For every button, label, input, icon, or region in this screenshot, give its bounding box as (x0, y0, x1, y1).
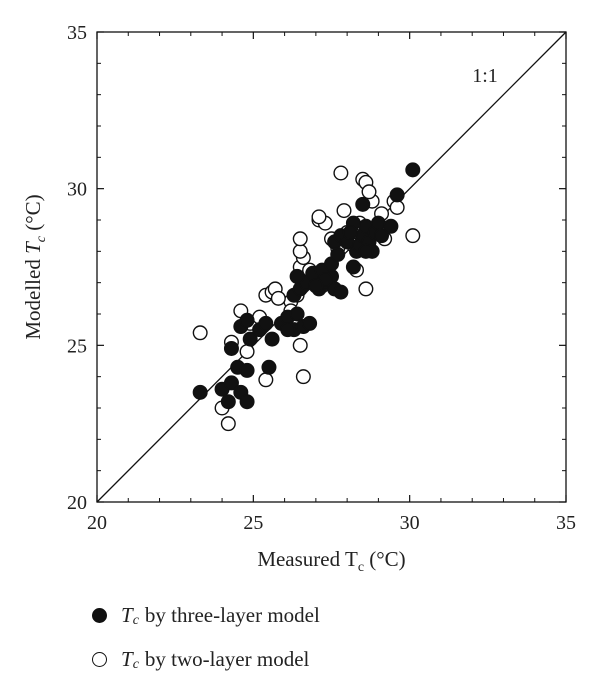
legend-symbol-subscript: c (132, 656, 139, 672)
y-tick-label: 35 (67, 22, 87, 44)
point-three-layer (389, 187, 405, 203)
point-three-layer (370, 215, 386, 231)
point-three-layer (308, 278, 324, 294)
point-two-layer (292, 337, 308, 353)
y-tick-label: 20 (67, 492, 87, 514)
x-tick-label: 35 (556, 512, 576, 534)
x-axis-title: Measured Tc (°C) (257, 547, 405, 575)
legend-symbol-subscript: c (132, 612, 139, 628)
scatter-chart: 1:1 20 25 30 35 20 25 30 35 Measured Tc (°C) Mode… (21, 22, 576, 575)
point-three-layer (405, 162, 421, 178)
point-three-layer (223, 375, 239, 391)
point-two-layer (239, 344, 255, 360)
point-two-layer (258, 372, 274, 388)
x-tick-label: 30 (400, 512, 420, 534)
point-three-layer (302, 315, 318, 331)
y-tick-label: 30 (67, 179, 87, 201)
point-two-layer (336, 203, 352, 219)
point-two-layer (333, 165, 349, 181)
point-two-layer (361, 184, 377, 200)
point-three-layer (289, 268, 305, 284)
open-circle-marker-icon (92, 652, 107, 667)
legend-symbol: T (121, 603, 133, 627)
legend-label-two-layer: by two-layer model (144, 647, 310, 671)
point-two-layer (295, 369, 311, 385)
point-two-layer (358, 281, 374, 297)
point-two-layer (389, 199, 405, 215)
point-three-layer (333, 284, 349, 300)
point-three-layer (261, 359, 277, 375)
point-three-layer (258, 315, 274, 331)
point-three-layer (374, 228, 390, 244)
point-two-layer (192, 325, 208, 341)
y-axis-title: Modelled Tc (°C) (21, 194, 49, 339)
point-three-layer (345, 259, 361, 275)
point-three-layer (264, 331, 280, 347)
point-three-layer (289, 306, 305, 322)
point-three-layer (223, 340, 239, 356)
legend-label-three-layer: by three-layer model (144, 603, 320, 627)
point-three-layer (383, 218, 399, 234)
data-points (192, 162, 421, 432)
point-two-layer (220, 416, 236, 432)
point-three-layer (239, 312, 255, 328)
point-two-layer (270, 290, 286, 306)
point-three-layer (242, 331, 258, 347)
x-tick-label: 25 (243, 512, 263, 534)
point-two-layer (405, 228, 421, 244)
plot-frame (96, 31, 567, 503)
filled-circle-marker-icon (92, 608, 107, 623)
point-three-layer (280, 322, 296, 338)
point-three-layer (330, 246, 346, 262)
axis-labels: 20 25 30 35 20 25 30 35 Measured Tc (°C) Modelled… (21, 22, 576, 575)
point-three-layer (220, 394, 236, 410)
point-three-layer (358, 243, 374, 259)
point-three-layer (192, 384, 208, 400)
point-three-layer (342, 225, 358, 241)
point-three-layer (355, 196, 371, 212)
legend-symbol: T (121, 647, 133, 671)
point-three-layer (239, 394, 255, 410)
point-two-layer (292, 243, 308, 259)
x-tick-label: 20 (87, 512, 107, 534)
point-two-layer (311, 209, 327, 225)
axes (96, 31, 567, 503)
point-two-layer (292, 231, 308, 247)
point-three-layer (239, 362, 255, 378)
y-tick-label: 25 (67, 335, 87, 357)
one-to-one-label: 1:1 (472, 65, 498, 87)
